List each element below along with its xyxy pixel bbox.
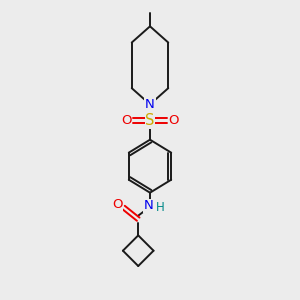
Text: S: S xyxy=(145,113,155,128)
Text: N: N xyxy=(145,98,155,111)
Text: H: H xyxy=(156,201,165,214)
Text: N: N xyxy=(144,200,153,212)
Text: O: O xyxy=(121,114,132,127)
Text: O: O xyxy=(168,114,179,127)
Text: O: O xyxy=(112,198,122,211)
